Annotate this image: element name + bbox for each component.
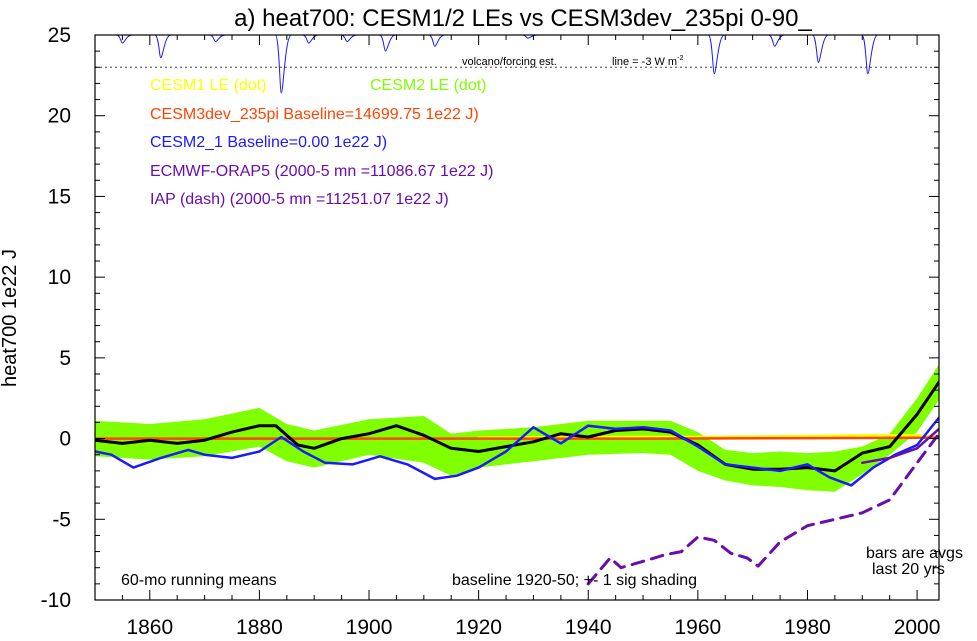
y-tick-label--10: -10 xyxy=(41,589,71,612)
reference-line-layer xyxy=(95,34,939,94)
series-line-iap xyxy=(586,432,939,586)
y-axis-label: heat700 1e22 J xyxy=(0,249,21,387)
legend-cesm2-1: CESM2_1 Baseline=0.00 1e22 J) xyxy=(150,134,387,151)
x-tick-label-1900: 1900 xyxy=(346,616,393,639)
legend-cesm1-le: CESM1 LE (dot) xyxy=(150,77,266,94)
y-tick-label--5: -5 xyxy=(52,508,71,531)
legend-cesm2-le: CESM2 LE (dot) xyxy=(370,77,486,94)
series-line-cesm2-1 xyxy=(95,416,939,487)
series-band-cesm2-le-dot- xyxy=(95,364,939,492)
legend-iap: IAP (dash) (2000-5 mn =11251.07 1e22 J) xyxy=(150,191,449,208)
volcano-label: volcano/forcing est. xyxy=(462,56,557,68)
x-tick-label-1960: 1960 xyxy=(674,616,721,639)
y-tick-label-25: 25 xyxy=(48,24,71,47)
y-tick-label-20: 20 xyxy=(48,105,71,128)
legend-ecmwf-orap5: ECMWF-ORAP5 (2000-5 mn =11086.67 1e22 J) xyxy=(150,163,493,180)
x-tick-label-1860: 1860 xyxy=(126,616,173,639)
volcano-forcing-line xyxy=(95,34,939,94)
shading-band-layer xyxy=(95,364,939,492)
line-scale-superscript: -2 xyxy=(677,55,683,62)
baseline-note: baseline 1920-50; +- 1 sig shading xyxy=(452,572,697,589)
plot-area xyxy=(95,34,939,586)
y-tick-label-5: 5 xyxy=(59,347,71,370)
running-mean-note: 60-mo running means xyxy=(121,572,277,589)
line-scale-text: line = -3 W m xyxy=(612,56,677,68)
x-tick-label-1880: 1880 xyxy=(236,616,283,639)
series-lines-layer xyxy=(95,380,939,586)
y-tick-label-15: 15 xyxy=(48,185,71,208)
series-line-cesm3dev-235pi xyxy=(95,436,939,440)
series-line-ecmwf-orap5 xyxy=(861,427,939,465)
bars-note-line1: bars are avgs xyxy=(866,545,963,562)
chart-title: a) heat700: CESM1/2 LEs vs CESM3dev_235p… xyxy=(234,5,812,32)
plot-frame xyxy=(94,34,940,601)
x-tick-label-1920: 1920 xyxy=(455,616,502,639)
line-scale-label: line = -3 W m-2 xyxy=(612,55,683,68)
y-tick-label-0: 0 xyxy=(59,428,71,451)
x-tick-label-2000: 2000 xyxy=(894,616,941,639)
bars-note-line2: last 20 yrs xyxy=(872,561,945,578)
tick-layer: 1860 1880 1900 1920 1940 1960 1980 2000 -10 -5 0 5 1… xyxy=(41,24,941,639)
y-tick-label-10: 10 xyxy=(48,266,71,289)
legend-cesm3dev: CESM3dev_235pi Baseline=14699.75 1e22 J) xyxy=(150,106,479,123)
x-tick-label-1980: 1980 xyxy=(784,616,831,639)
legend: CESM1 LE (dot) CESM2 LE (dot) CESM3dev_2… xyxy=(150,77,493,208)
series-line-cesm2-le-mean xyxy=(95,380,939,473)
x-tick-label-1940: 1940 xyxy=(565,616,612,639)
